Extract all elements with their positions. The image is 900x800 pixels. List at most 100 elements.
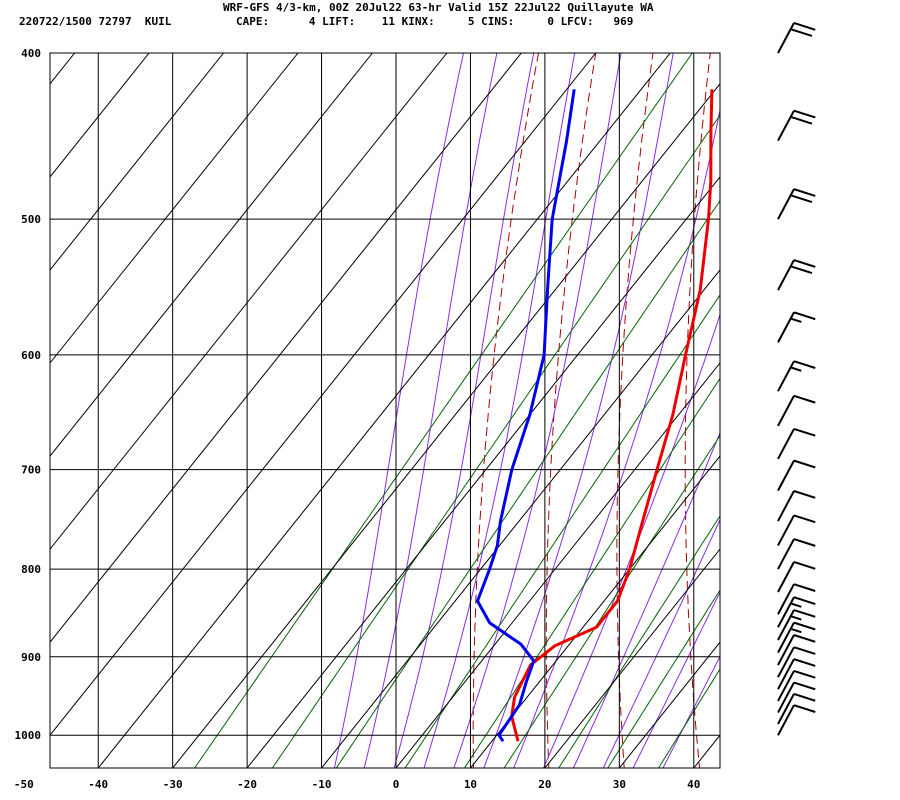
wind-barb (777, 394, 816, 427)
temperature-tick-label: -50 (14, 778, 34, 791)
moist-adiabat (632, 591, 720, 768)
wind-barb (777, 658, 816, 690)
index-value-1: 11 (355, 15, 402, 28)
mixing-ratio-line (404, 294, 720, 768)
moist-adiabat (453, 53, 622, 768)
moist-adiabat (543, 313, 720, 768)
isotherm (544, 548, 720, 768)
index-label-0: CAPE: (236, 15, 270, 28)
isotherm (50, 53, 522, 643)
isotherm (172, 83, 720, 768)
station-line: 220722/1500 72797 KUIL (19, 15, 172, 28)
wind-barb (777, 538, 816, 570)
wind-barb (777, 681, 816, 714)
wind-barb (777, 427, 816, 460)
sounding-traces (476, 89, 714, 743)
mixing-ratio-line (193, 53, 694, 768)
mixing-ratio-line (271, 114, 720, 768)
wind-barb (777, 22, 816, 54)
temperature-line (510, 89, 714, 742)
isotherm (50, 53, 597, 737)
temperature-tick-label: 30 (613, 778, 626, 791)
dry-adiabat (684, 53, 711, 768)
background-lines (50, 44, 900, 772)
isotherm (50, 53, 299, 364)
temperature-tick-label: 10 (464, 778, 477, 791)
wind-barb (777, 259, 816, 291)
dry-adiabat (472, 53, 540, 768)
wind-barb (777, 109, 816, 142)
moist-adiabat (662, 655, 720, 768)
pressure-tick-label: 500 (21, 213, 41, 226)
plot-frame (49, 52, 721, 769)
temperature-tick-label: -20 (237, 778, 257, 791)
wind-barb (777, 561, 816, 593)
isotherm (50, 53, 224, 271)
isotherm (50, 53, 150, 178)
header: WRF-GFS 4/3-km, 00Z 20Jul22 63-hr Valid … (0, 0, 900, 32)
pressure-tick-label: 400 (21, 47, 41, 60)
isotherm (50, 53, 373, 457)
wind-barb (777, 583, 816, 615)
chart-title: WRF-GFS 4/3-km, 00Z 20Jul22 63-hr Valid … (223, 1, 654, 14)
stability-indices: CAPE: 4 LIFT: 11 KINX: 5 CINS: 0 LFCV: 9… (236, 15, 640, 28)
moist-adiabat (483, 53, 674, 768)
mixing-ratio-line (658, 668, 720, 768)
dry-adiabat (878, 44, 900, 772)
pressure-tick-label: 900 (21, 651, 41, 664)
temperature-tick-label: -30 (163, 778, 183, 791)
mixing-ratio-line (463, 377, 720, 768)
wind-barb (777, 634, 816, 666)
wind-barb (777, 693, 816, 725)
wind-barb (777, 459, 816, 492)
wind-barb (777, 514, 816, 546)
dewpoint-line (476, 89, 576, 743)
pressure-tick-label: 600 (21, 349, 41, 362)
temperature-tick-label: 20 (538, 778, 551, 791)
isotherm (395, 362, 720, 768)
isotherm (246, 176, 720, 768)
isotherm (97, 53, 671, 768)
moist-adiabat (423, 53, 576, 768)
index-value-2: 5 (434, 15, 482, 28)
temperature-tick-label: -10 (312, 778, 332, 791)
pressure-tick-label: 700 (21, 464, 41, 477)
wind-barb (777, 311, 816, 343)
wind-barb (777, 704, 816, 736)
wind-barb (777, 646, 816, 678)
mixing-ratio-line (335, 199, 720, 768)
moist-adiabat (333, 53, 464, 768)
mixing-ratio-line (503, 434, 720, 768)
mixing-ratio-line (607, 589, 720, 768)
wind-barb (777, 621, 816, 654)
wind-barb (777, 490, 816, 522)
dry-adiabat (815, 44, 851, 772)
index-value-0: 4 (269, 15, 323, 28)
temperature-tick-label: 0 (393, 778, 400, 791)
moist-adiabat (393, 53, 535, 768)
isotherm (321, 269, 720, 768)
wind-barb (777, 609, 816, 641)
moist-adiabat (602, 518, 720, 768)
temperature-tick-label: -40 (88, 778, 108, 791)
mixing-ratio-line (558, 515, 720, 768)
isotherm (618, 641, 720, 768)
index-value-4: 969 (593, 15, 641, 28)
index-value-3: 0 (514, 15, 561, 28)
wind-barb (777, 360, 816, 392)
moist-adiabat (572, 431, 720, 768)
pressure-tick-label: 1000 (15, 729, 42, 742)
index-label-1: LIFT: (322, 15, 356, 28)
wind-barbs (777, 22, 816, 736)
index-label-2: KINX: (401, 15, 435, 28)
index-label-3: CINS: (481, 15, 515, 28)
isotherm (50, 53, 448, 550)
wind-barb (777, 188, 816, 220)
dry-adiabat (616, 53, 654, 768)
dry-adiabat (751, 44, 775, 772)
temperature-tick-label: 40 (687, 778, 700, 791)
isotherm (470, 455, 720, 768)
wind-barb (777, 669, 816, 702)
index-label-4: LFCV: (560, 15, 594, 28)
